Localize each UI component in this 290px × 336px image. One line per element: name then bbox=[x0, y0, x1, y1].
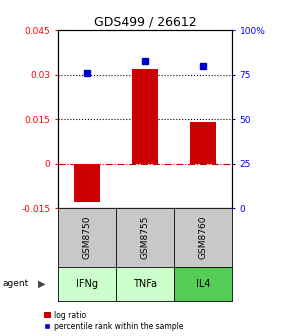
Text: GSM8760: GSM8760 bbox=[198, 216, 208, 259]
Bar bbox=[132, 69, 158, 164]
Text: GSM8755: GSM8755 bbox=[140, 216, 150, 259]
Text: TNFa: TNFa bbox=[133, 279, 157, 289]
Text: IFNg: IFNg bbox=[76, 279, 98, 289]
Legend: log ratio, percentile rank within the sample: log ratio, percentile rank within the sa… bbox=[44, 310, 183, 331]
Text: GDS499 / 26612: GDS499 / 26612 bbox=[94, 15, 196, 28]
Bar bbox=[74, 164, 100, 202]
Text: agent: agent bbox=[3, 280, 29, 288]
Text: GSM8750: GSM8750 bbox=[82, 216, 92, 259]
Text: ▶: ▶ bbox=[38, 279, 46, 289]
Bar bbox=[190, 122, 216, 164]
Text: IL4: IL4 bbox=[196, 279, 210, 289]
